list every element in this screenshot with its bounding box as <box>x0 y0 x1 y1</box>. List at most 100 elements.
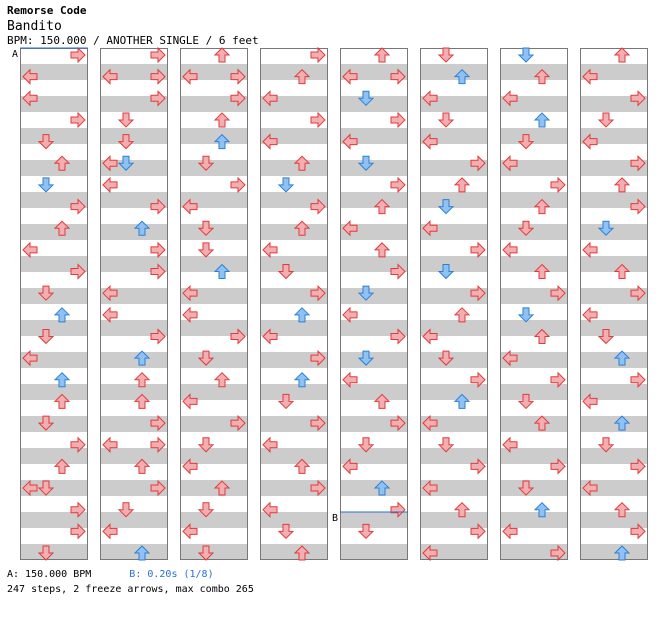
column-border <box>500 48 568 560</box>
beat-band <box>420 352 488 368</box>
up-arrow <box>533 198 551 215</box>
left-arrow <box>582 241 598 259</box>
down-arrow <box>517 393 535 410</box>
up-arrow <box>213 133 231 150</box>
column-border <box>580 48 648 560</box>
left-arrow <box>582 68 598 85</box>
beat-band <box>100 320 168 336</box>
down-arrow <box>437 199 455 215</box>
left-arrow <box>342 371 358 388</box>
right-arrow <box>630 371 646 388</box>
down-arrow <box>597 328 615 345</box>
down-arrow <box>517 480 535 496</box>
up-arrow <box>133 350 151 366</box>
bpm-label: A: 150.000 BPM <box>7 569 92 580</box>
beat-band <box>580 448 648 464</box>
left-arrow <box>502 349 518 367</box>
down-arrow <box>357 523 375 540</box>
left-arrow <box>262 133 278 150</box>
beat-band <box>100 512 168 528</box>
beat-band <box>580 384 648 400</box>
left-arrow <box>182 198 198 215</box>
right-arrow <box>230 90 246 107</box>
beat-band <box>20 320 88 336</box>
beat-band <box>180 352 248 368</box>
left-arrow <box>22 479 38 497</box>
up-arrow <box>453 393 471 409</box>
right-arrow <box>310 414 326 432</box>
up-arrow <box>213 263 231 280</box>
up-arrow <box>613 263 631 280</box>
beat-band <box>100 352 168 368</box>
beat-band <box>180 128 248 144</box>
down-arrow <box>437 112 455 128</box>
left-arrow <box>102 306 118 324</box>
beat-band <box>500 224 568 240</box>
up-arrow <box>533 328 551 344</box>
right-arrow <box>470 523 486 540</box>
right-arrow <box>70 198 86 215</box>
beat-band <box>500 416 568 432</box>
right-arrow <box>150 46 166 64</box>
down-arrow <box>357 350 375 366</box>
left-arrow <box>182 284 198 302</box>
beat-band <box>340 192 408 208</box>
left-arrow <box>22 68 38 85</box>
beat-band <box>580 416 648 432</box>
down-arrow <box>37 285 55 301</box>
beat-band <box>580 352 648 368</box>
right-arrow <box>150 436 166 453</box>
left-arrow <box>422 90 438 107</box>
beat-band <box>340 96 408 112</box>
right-arrow <box>70 436 86 453</box>
up-arrow <box>53 372 71 388</box>
left-arrow <box>422 479 438 497</box>
right-arrow <box>310 111 326 129</box>
beat-band <box>20 224 88 240</box>
beat-band <box>580 256 648 272</box>
left-arrow <box>502 90 518 107</box>
right-arrow <box>150 328 166 345</box>
down-arrow <box>197 437 215 453</box>
column-border <box>420 48 488 560</box>
right-arrow <box>550 284 566 302</box>
left-arrow <box>22 241 38 259</box>
left-arrow <box>582 306 598 324</box>
down-arrow <box>437 47 455 63</box>
up-arrow <box>133 458 151 474</box>
up-arrow <box>133 393 151 409</box>
beat-band <box>500 512 568 528</box>
beat-band <box>340 160 408 176</box>
left-arrow <box>502 436 518 453</box>
right-arrow <box>630 90 646 107</box>
up-arrow <box>613 47 631 63</box>
beat-band <box>20 160 88 176</box>
down-arrow <box>117 155 135 171</box>
up-arrow <box>613 177 631 193</box>
right-arrow <box>630 198 646 215</box>
beat-band <box>20 256 88 272</box>
marker-label: B <box>332 513 338 524</box>
beat-band <box>580 544 648 560</box>
beat-band <box>500 256 568 272</box>
beat-band <box>260 320 328 336</box>
beat-band <box>500 480 568 496</box>
left-arrow <box>182 306 198 324</box>
left-arrow <box>262 436 278 453</box>
beat-band <box>500 320 568 336</box>
beat-band <box>20 544 88 560</box>
left-arrow <box>102 155 118 172</box>
right-arrow <box>470 155 486 172</box>
left-arrow <box>182 393 198 410</box>
down-arrow <box>357 437 375 453</box>
up-arrow <box>53 155 71 171</box>
beat-band <box>340 448 408 464</box>
right-arrow <box>150 198 166 215</box>
left-arrow <box>262 501 278 518</box>
up-arrow <box>453 177 471 193</box>
right-arrow <box>470 458 486 475</box>
beat-band <box>20 128 88 144</box>
up-arrow <box>373 480 391 496</box>
up-arrow <box>213 480 231 496</box>
speed-legend: A: 150.000 BPM B: 0.20s (1/8) <box>7 569 214 580</box>
